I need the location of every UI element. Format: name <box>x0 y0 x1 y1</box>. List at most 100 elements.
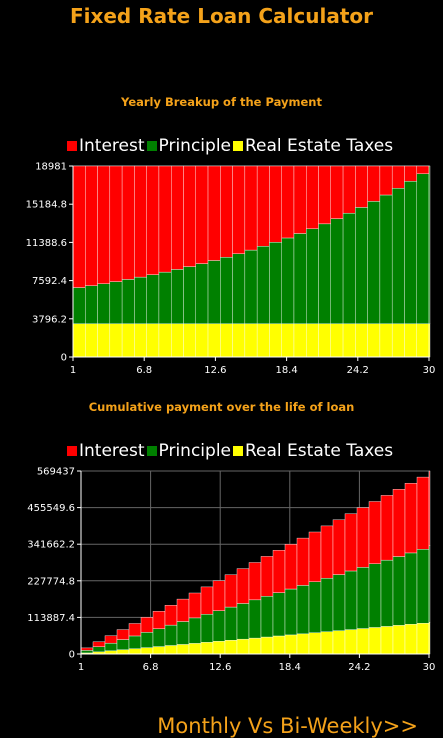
bar-principle <box>116 639 130 650</box>
bar-taxes <box>272 635 286 655</box>
bar-principle <box>140 632 154 648</box>
bar-interest <box>416 476 430 550</box>
y-tick-label: 455549.6 <box>27 503 75 514</box>
legend-item-principle: Principle <box>146 441 231 461</box>
legend-label-interest: Interest <box>79 441 145 461</box>
bar-taxes <box>281 323 295 358</box>
bar-interest <box>85 165 98 286</box>
cumulative-payment-chart: 0 113887.4 227774.8 341662.2 455549.6 569437 1… <box>27 467 435 674</box>
bar-principle <box>391 188 405 324</box>
bar-interest <box>330 165 344 219</box>
bar-interest <box>121 165 135 280</box>
bar-interest <box>158 165 172 273</box>
bar-taxes <box>380 626 394 655</box>
bar-taxes <box>392 625 406 655</box>
bar-interest <box>116 629 130 640</box>
bar-taxes <box>146 323 160 358</box>
chart-title-cumulative: Cumulative payment over the life of loan <box>88 400 355 414</box>
bar-principle <box>176 621 190 645</box>
bar-interest <box>248 562 262 601</box>
bar-interest <box>92 641 106 647</box>
bar-principle <box>152 628 166 647</box>
bar-interest <box>320 525 334 579</box>
legend-swatch-taxes <box>233 141 243 151</box>
bar-interest <box>355 165 368 208</box>
bar-taxes <box>220 323 233 358</box>
bar-interest <box>188 592 202 619</box>
bar-principle <box>121 279 135 324</box>
legend-swatch-interest <box>67 446 77 456</box>
bar-interest <box>260 556 274 597</box>
bar-interest <box>212 580 226 611</box>
x-tick-label: 6.8 <box>136 365 152 376</box>
bar-interest <box>152 611 166 629</box>
bar-principle <box>296 585 310 635</box>
bar-taxes <box>200 642 214 655</box>
bar-taxes <box>391 323 405 358</box>
y-tick-label: 15184.8 <box>26 200 67 211</box>
bar-principle <box>236 603 250 640</box>
legend-label-taxes: Real Estate Taxes <box>245 441 394 461</box>
bar-principle <box>164 624 178 646</box>
bar-principle <box>281 237 295 324</box>
chart-title-yearly: Yearly Breakup of the Payment <box>121 95 322 109</box>
bar-interest <box>224 574 238 608</box>
bar-principle <box>72 287 86 324</box>
bar-interest <box>342 165 356 214</box>
x-tick-label: 1 <box>78 662 84 673</box>
bar-taxes <box>188 643 202 655</box>
bar-taxes <box>296 633 310 655</box>
bar-interest <box>368 501 382 564</box>
bar-taxes <box>416 623 430 655</box>
bar-principle <box>392 556 406 626</box>
bar-taxes <box>320 631 334 655</box>
x-tick-label: 30 <box>423 365 436 376</box>
bar-principle <box>212 610 226 642</box>
bar-principle <box>85 285 98 324</box>
bar-taxes <box>248 637 262 655</box>
bar-interest <box>404 483 418 554</box>
bar-principle <box>428 165 431 324</box>
bar-taxes <box>244 323 258 358</box>
bar-principle <box>404 181 417 324</box>
bar-interest <box>207 165 221 261</box>
legend-label-principle: Principle <box>158 441 231 461</box>
bar-taxes <box>404 323 417 358</box>
bar-taxes <box>306 323 319 358</box>
bar-principle <box>92 646 106 653</box>
bar-taxes <box>171 323 184 358</box>
bar-interest <box>200 586 214 615</box>
bar-interest <box>104 635 118 644</box>
y-tick-label: 7592.4 <box>32 276 67 287</box>
app-title: Fixed Rate Loan Calculator <box>69 4 374 28</box>
x-tick-label: 1 <box>70 365 76 376</box>
bar-principle <box>272 592 286 637</box>
bar-taxes <box>428 323 431 358</box>
bar-interest <box>128 623 142 637</box>
bar-taxes <box>232 323 246 358</box>
bar-taxes <box>379 323 393 358</box>
x-tick-label: 24.2 <box>347 365 369 376</box>
y-tick-label: 113887.4 <box>27 613 75 624</box>
bar-taxes <box>212 641 226 655</box>
y-tick-label: 341662.2 <box>27 540 75 551</box>
bar-principle <box>269 242 282 324</box>
bar-taxes <box>318 323 331 358</box>
bar-interest <box>318 165 331 225</box>
bar-interest <box>195 165 209 264</box>
bar-taxes <box>164 645 178 655</box>
bar-taxes <box>355 323 368 358</box>
bar-interest <box>80 647 94 651</box>
bar-taxes <box>428 621 431 655</box>
bar-taxes <box>260 636 274 655</box>
x-tick-label: 18.4 <box>275 365 297 376</box>
bar-taxes <box>128 648 142 655</box>
bar-taxes <box>356 628 370 655</box>
bar-principle <box>332 574 346 631</box>
monthly-vs-biweekly-link[interactable]: Monthly Vs Bi-Weekly>> <box>157 714 418 738</box>
bar-interest <box>293 165 307 234</box>
bar-principle <box>183 266 196 324</box>
bar-taxes <box>308 632 322 655</box>
x-tick-label: 6.8 <box>143 662 159 673</box>
bar-interest <box>171 165 184 270</box>
